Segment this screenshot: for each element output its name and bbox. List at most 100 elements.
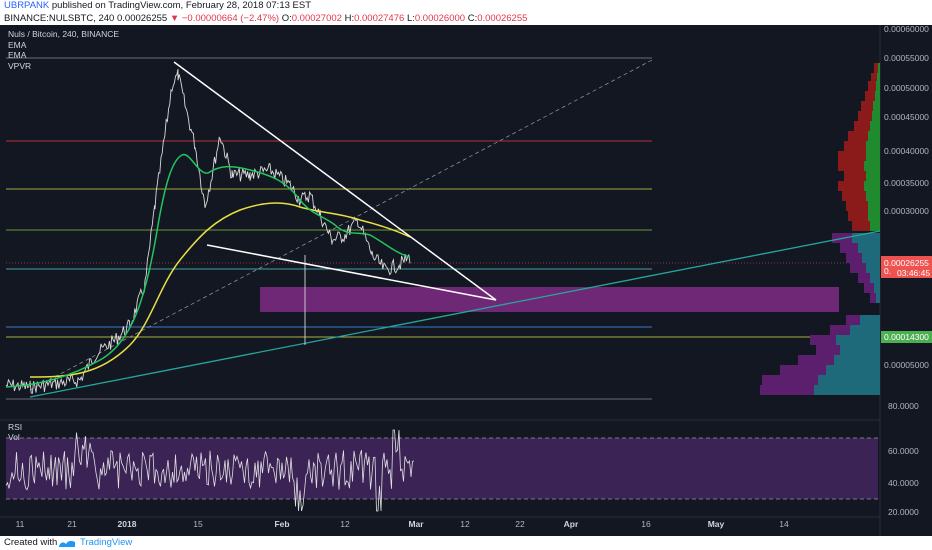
open-label: O:: [281, 13, 292, 24]
vpvr-bar-sell: [858, 111, 872, 121]
vpvr-bar-down: [834, 355, 880, 365]
vpvr-bar-down: [852, 233, 880, 243]
author-link[interactable]: UBRPANK: [4, 0, 50, 11]
time-axis-label: 21: [67, 519, 77, 529]
vol-label[interactable]: Vol: [8, 432, 20, 442]
open-value: 0.00027002: [291, 13, 342, 24]
price-axis-label: 0.00055000: [884, 53, 929, 63]
tradingview-brand[interactable]: TradingView: [80, 537, 133, 548]
published-text: published on TradingView.com, February 2…: [51, 0, 312, 11]
chart-canvas[interactable]: 0.00060000 0.00055000 0.00050000 0.00045000…: [0, 24, 932, 536]
vpvr-bar-up: [762, 375, 818, 385]
ohlc-bar: BINANCE:NULSBTC, 240 0.00026255 ▼ −0.000…: [0, 12, 932, 25]
long-term-trendline: [29, 230, 881, 398]
vpvr-bar-up: [810, 335, 836, 345]
vpvr-bar-buy: [866, 151, 880, 161]
vpvr-bar-sell: [838, 161, 864, 171]
level-price-text: 0.00014300: [884, 332, 929, 342]
vpvr-bar-buy: [873, 101, 880, 111]
vpvr-bar-up: [840, 243, 858, 253]
vpvr-bar-up: [780, 365, 826, 375]
vpvr-bar-sell: [852, 221, 870, 231]
price-axis-label: 0.00045000: [884, 112, 929, 122]
vpvr-bar-up: [846, 315, 860, 325]
price-axis-label: 0.00035000: [884, 178, 929, 188]
vpvr-bar-up: [816, 345, 840, 355]
current-price-tag: [881, 256, 932, 278]
vpvr-bar-sell: [848, 211, 868, 221]
low-value: 0.00026000: [414, 13, 466, 24]
current-price-text: 0.00026255: [884, 258, 929, 268]
time-axis-label: 12: [340, 519, 350, 529]
vpvr-bar-up: [870, 293, 876, 303]
time-axis[interactable]: 11 21 2018 15 Feb 12 Mar 12 22 Apr 16 May 14: [16, 519, 789, 529]
vpvr-bar-sell: [846, 201, 868, 211]
time-axis-label: Apr: [564, 519, 579, 529]
vpvr-bar-sell: [871, 73, 877, 83]
ema-slow-line: [29, 202, 411, 378]
volume-profile: [760, 63, 880, 395]
vpvr-bar-buy: [872, 111, 880, 121]
high-value: 0.00027476: [354, 13, 405, 24]
vpvr-bar-buy: [866, 171, 880, 181]
legend-ema-1[interactable]: EMA: [8, 39, 27, 50]
rsi-axis-label: 60.0000: [888, 446, 919, 456]
vpvr-bar-sell: [844, 171, 866, 181]
vpvr-bar-sell: [861, 101, 873, 111]
tradingview-logo-icon[interactable]: [58, 538, 76, 548]
rsi-line: [5, 429, 415, 512]
time-axis-label: 11: [16, 519, 25, 529]
vpvr-bar-sell: [838, 151, 866, 161]
vpvr-bar-up: [760, 385, 814, 395]
low-label: L:: [406, 13, 415, 24]
vpvr-bar-buy: [868, 201, 880, 211]
legend-title: Nuls / Bitcoin, 240, BINANCE: [8, 29, 120, 39]
vpvr-bar-buy: [877, 73, 880, 83]
time-axis-label: May: [708, 519, 725, 529]
price-series: [5, 69, 411, 394]
price-axis-label: 0.00040000: [884, 146, 929, 156]
vpvr-bar-buy: [870, 121, 880, 131]
legend-ema-2[interactable]: EMA: [8, 50, 27, 60]
vpvr-bar-buy: [868, 211, 880, 221]
legend-vpvr[interactable]: VPVR: [8, 60, 32, 71]
time-axis-label: 14: [779, 519, 789, 529]
vpvr-bar-down: [866, 263, 880, 273]
footer: Created with TradingView: [0, 536, 932, 550]
vpvr-bar-sell: [844, 141, 866, 151]
rsi-label[interactable]: RSI: [8, 422, 23, 432]
vpvr-bar-up: [798, 355, 834, 365]
price-axis-label: 0.00005000: [884, 360, 929, 370]
vpvr-bar-up: [846, 253, 862, 263]
vpvr-bar-down: [814, 385, 880, 395]
wedge-lower-line: [206, 244, 497, 301]
down-arrow-icon: ▼: [169, 13, 180, 24]
ema-fast-line: [5, 153, 411, 388]
vpvr-bar-buy: [875, 91, 880, 101]
vpvr-bar-down: [874, 283, 880, 293]
axis-marker-left: 0.: [884, 266, 891, 276]
time-axis-label: Feb: [274, 519, 289, 529]
vpvr-bar-down: [870, 273, 880, 283]
chart-area[interactable]: 0.00060000 0.00055000 0.00050000 0.00045000…: [0, 24, 932, 536]
vpvr-bar-down: [840, 345, 880, 355]
vpvr-bar-sell: [874, 63, 878, 73]
close-value: 0.00026255: [477, 13, 528, 24]
demand-zone: [260, 287, 839, 312]
rsi-band: [6, 438, 878, 499]
vpvr-bar-up: [864, 283, 874, 293]
vpvr-bar-buy: [868, 131, 880, 141]
rsi-axis[interactable]: 80.0000 60.0000 40.0000 20.0000: [888, 401, 919, 517]
price-axis[interactable]: 0.00060000 0.00055000 0.00050000 0.00045000…: [884, 24, 929, 370]
vpvr-bar-down: [826, 365, 880, 375]
time-axis-label: 22: [515, 519, 525, 529]
rsi-axis-label: 80.0000: [888, 401, 919, 411]
vpvr-bar-down: [876, 293, 880, 303]
vpvr-bar-buy: [878, 63, 880, 73]
time-axis-label: 12: [460, 519, 470, 529]
vpvr-bar-up: [850, 263, 866, 273]
rsi-axis-label: 40.0000: [888, 478, 919, 488]
vpvr-bar-sell: [854, 121, 870, 131]
vpvr-bar-down: [860, 315, 880, 325]
price-change: −0.00000664 (−2.47%): [181, 13, 280, 24]
